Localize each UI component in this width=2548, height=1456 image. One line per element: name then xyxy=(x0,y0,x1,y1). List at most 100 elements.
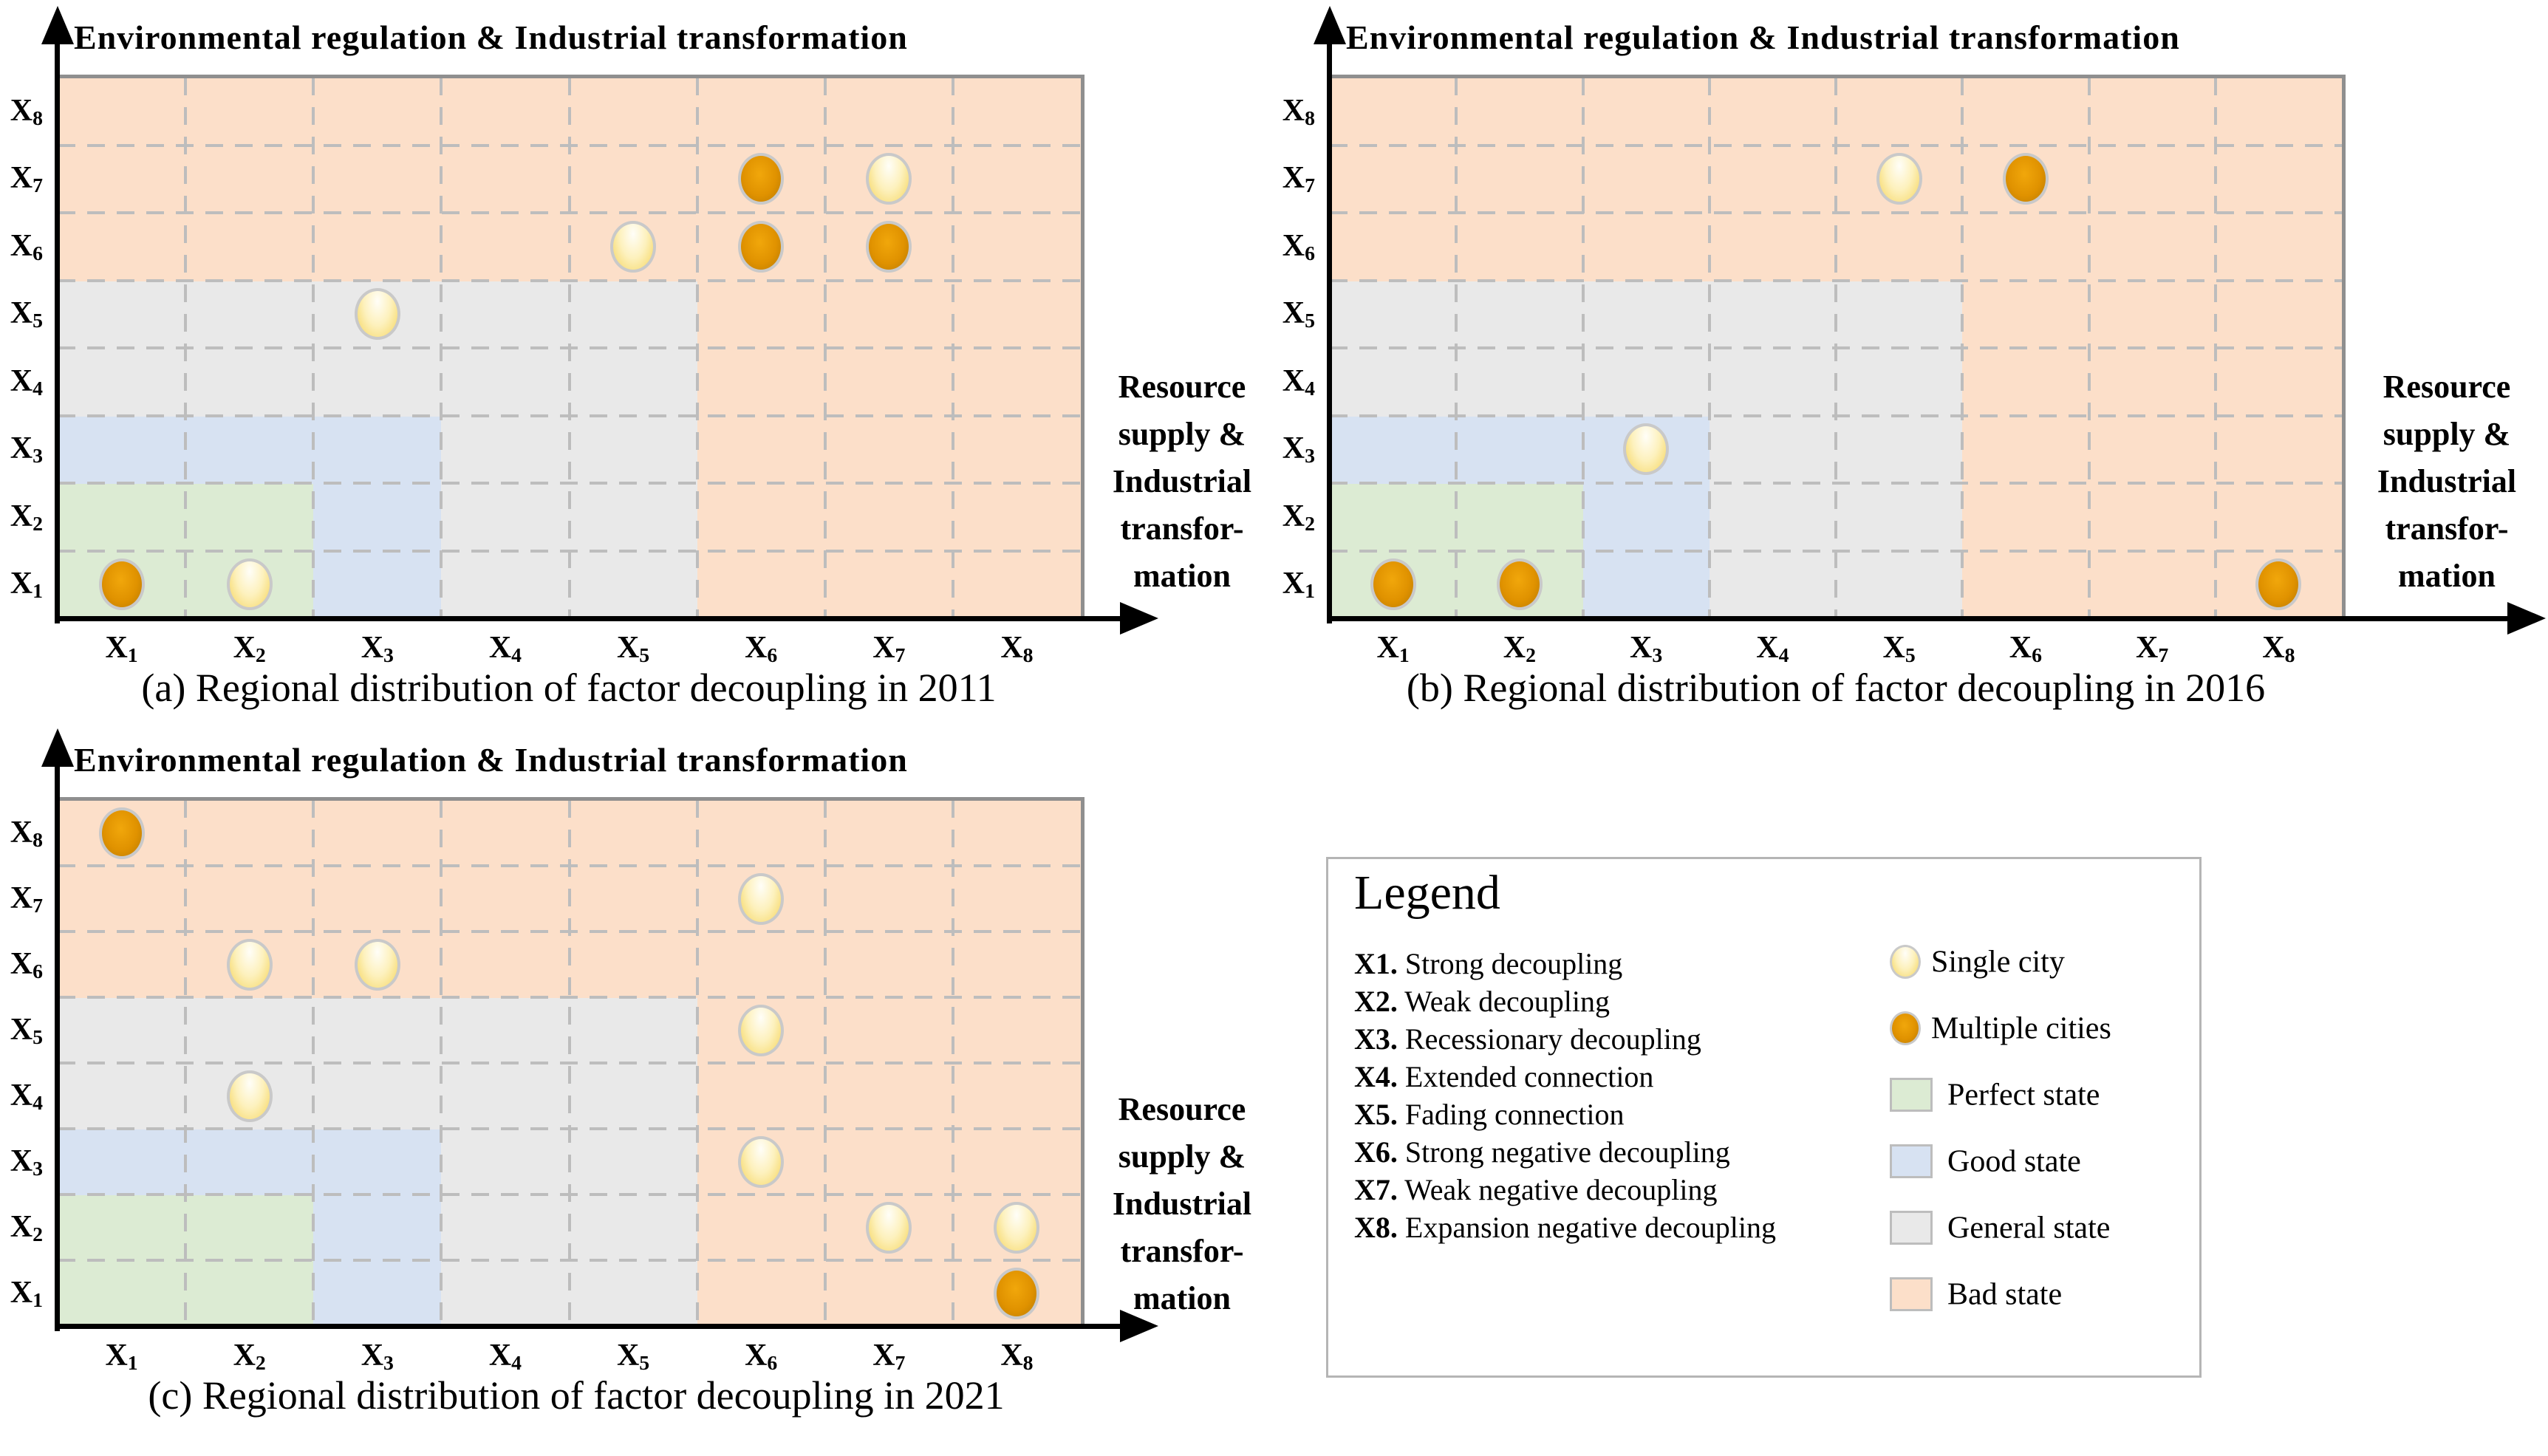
state-cell xyxy=(952,800,1082,867)
legend-state-item: Bad state xyxy=(1890,1274,2062,1319)
state-cell xyxy=(441,550,570,619)
gridline-vertical xyxy=(2087,78,2091,618)
state-cell xyxy=(697,78,826,146)
state-cell xyxy=(58,1063,187,1129)
state-swatch xyxy=(1890,1078,1933,1112)
state-cell xyxy=(824,800,954,867)
legend-title: Legend xyxy=(1354,866,1500,920)
state-cell xyxy=(952,550,1082,619)
state-cell xyxy=(1962,483,2090,552)
state-cell xyxy=(2215,213,2343,281)
state-cell xyxy=(58,932,187,998)
state-cell xyxy=(185,483,315,552)
y-axis-line xyxy=(55,758,60,1331)
state-cell xyxy=(2215,415,2343,484)
definition-code: X6. xyxy=(1354,1135,1398,1169)
definition-code: X3. xyxy=(1354,1022,1398,1056)
state-cell xyxy=(313,213,443,281)
state-cell xyxy=(313,866,443,932)
y-tick-label: X8 xyxy=(10,815,43,851)
x-tick-label: X5 xyxy=(616,1339,650,1375)
gridline-horizontal xyxy=(1330,414,2342,417)
x-tick-label: X5 xyxy=(616,631,650,667)
definition-label: Fading connection xyxy=(1404,1098,1625,1131)
state-cell xyxy=(1709,213,1837,281)
plot-border-top xyxy=(1330,75,2346,78)
state-cell xyxy=(569,550,698,619)
definition-label: Strong negative decoupling xyxy=(1404,1135,1730,1169)
state-cell xyxy=(569,866,698,932)
x-tick-label: X4 xyxy=(488,631,522,667)
definition-code: X1. xyxy=(1354,947,1398,980)
y-tick-label: X7 xyxy=(10,161,43,197)
legend-state-item: Good state xyxy=(1890,1141,2081,1186)
state-cell xyxy=(185,997,315,1064)
y-tick-label: X7 xyxy=(1282,161,1315,197)
state-cell xyxy=(2215,145,2343,213)
state-cell xyxy=(1836,348,1964,417)
state-cell xyxy=(952,1129,1082,1195)
state-cell xyxy=(441,348,570,417)
data-point-multiple xyxy=(98,807,145,859)
state-cell xyxy=(1962,415,2090,484)
legend-definition: X1. Strong decoupling xyxy=(1354,946,1776,984)
state-cell xyxy=(1962,213,2090,281)
y-tick-label: X4 xyxy=(1282,363,1315,400)
state-cell xyxy=(313,997,443,1064)
state-cell xyxy=(697,280,826,349)
y-axis-line xyxy=(55,35,60,623)
state-cell xyxy=(824,415,954,484)
x-tick-label: X8 xyxy=(1000,631,1034,667)
y-tick-label: X6 xyxy=(10,946,43,982)
state-cell xyxy=(313,800,443,867)
state-cell xyxy=(569,1260,698,1327)
x-axis-arrow xyxy=(1120,1310,1158,1342)
chart-caption: (b) Regional distribution of factor deco… xyxy=(1406,666,2266,710)
state-cell xyxy=(569,483,698,552)
state-cell xyxy=(697,932,826,998)
x-tick-label: X1 xyxy=(1376,631,1410,667)
state-cell xyxy=(1962,550,2090,619)
legend-definition: X5. Fading connection xyxy=(1354,1097,1776,1135)
state-cell xyxy=(1456,213,1584,281)
state-cell xyxy=(1709,348,1837,417)
state-cell xyxy=(1709,550,1837,619)
data-point-single xyxy=(226,1070,273,1122)
chart-caption: (c) Regional distribution of factor deco… xyxy=(148,1373,1005,1418)
x-axis-line xyxy=(55,616,1129,621)
y-axis-line xyxy=(1327,35,1332,623)
gridline-horizontal xyxy=(58,414,1081,417)
state-cell xyxy=(58,1129,187,1195)
data-point-multiple xyxy=(2255,558,2302,611)
x-tick-label: X3 xyxy=(1630,631,1663,667)
state-cell xyxy=(313,348,443,417)
x-tick-label: X1 xyxy=(105,1339,138,1375)
y-tick-label: X7 xyxy=(10,881,43,917)
state-swatch xyxy=(1890,1277,1933,1312)
gridline-vertical xyxy=(951,800,954,1326)
x-axis-title: Resource supply & Industrial transfor-matio… xyxy=(1112,369,1252,594)
state-cell xyxy=(1330,145,1458,213)
y-tick-label: X3 xyxy=(10,431,43,468)
state-cell xyxy=(952,78,1082,146)
data-point-single xyxy=(866,1201,912,1254)
x-axis-title: Resource supply & Industrial transfor-matio… xyxy=(1112,1091,1252,1316)
state-cell xyxy=(569,415,698,484)
state-cell xyxy=(2088,483,2216,552)
x-tick-label: X2 xyxy=(1503,631,1536,667)
state-cell xyxy=(952,483,1082,552)
gridline-horizontal xyxy=(1330,482,2342,485)
state-cell xyxy=(952,932,1082,998)
state-cell xyxy=(185,213,315,281)
state-cell xyxy=(1709,483,1837,552)
legend-definition: X8. Expansion negative decoupling xyxy=(1354,1210,1776,1248)
state-cell xyxy=(569,145,698,213)
gridline-vertical xyxy=(695,800,699,1326)
state-cell xyxy=(952,213,1082,281)
x-tick-label: X3 xyxy=(361,1339,394,1375)
state-cell xyxy=(569,348,698,417)
y-tick-label: X6 xyxy=(10,228,43,264)
definition-code: X2. xyxy=(1354,985,1398,1018)
state-cell xyxy=(952,348,1082,417)
